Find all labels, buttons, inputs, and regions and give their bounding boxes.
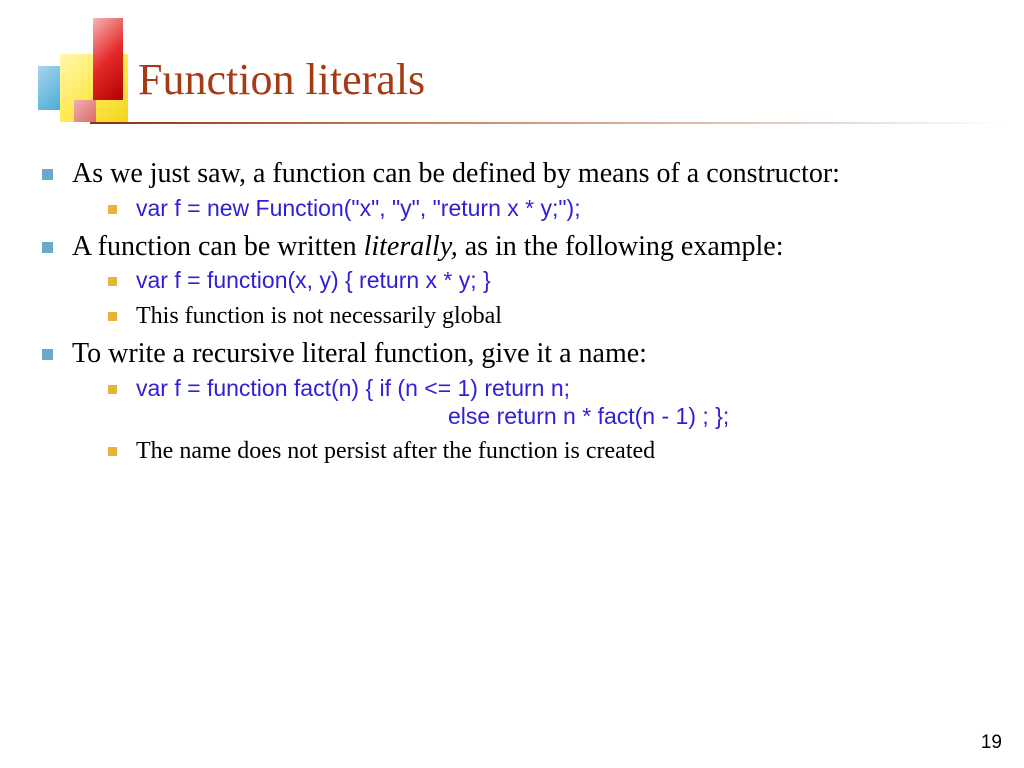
page-number: 19: [981, 732, 1002, 754]
bullet-text: as in the following example:: [458, 231, 784, 262]
slide-body: As we just saw, a function can be define…: [40, 156, 994, 471]
bullet-text: As we just saw, a function can be define…: [72, 158, 840, 189]
bullet-text: A function can be written: [72, 231, 364, 262]
code-snippet: var f = new Function("x", "y", "return x…: [136, 195, 581, 221]
bullet-text: This function is not necessarily global: [136, 303, 502, 329]
sub-bullet-item: This function is not necessarily global: [72, 301, 994, 332]
sub-bullet-item: var f = function(x, y) { return x * y; }: [72, 266, 994, 297]
bullet-item: To write a recursive literal function, g…: [40, 336, 994, 467]
bullet-list-level2: var f = function(x, y) { return x * y; }…: [72, 266, 994, 331]
title-underline: [90, 122, 1004, 124]
red-rect: [93, 18, 123, 100]
sub-bullet-item: var f = new Function("x", "y", "return x…: [72, 194, 994, 225]
bullet-text: The name does not persist after the func…: [136, 438, 655, 464]
slide-title: Function literals: [138, 54, 425, 105]
sub-bullet-item: The name does not persist after the func…: [72, 436, 994, 467]
bullet-text: To write a recursive literal function, g…: [72, 338, 647, 369]
bullet-list-level2: var f = new Function("x", "y", "return x…: [72, 194, 994, 225]
bullet-item: A function can be written literally, as …: [40, 229, 994, 332]
sub-bullet-item: var f = function fact(n) { if (n <= 1) r…: [72, 374, 994, 432]
bullet-list-level2: var f = function fact(n) { if (n <= 1) r…: [72, 374, 994, 467]
code-snippet: var f = function(x, y) { return x * y; }: [136, 267, 491, 293]
small-red-square: [74, 100, 96, 122]
code-snippet: var f = function fact(n) { if (n <= 1) r…: [136, 375, 570, 401]
code-continuation: else return n * fact(n - 1) ; };: [136, 402, 994, 431]
corner-decoration: [38, 18, 128, 138]
bullet-list-level1: As we just saw, a function can be define…: [40, 156, 994, 467]
bullet-item: As we just saw, a function can be define…: [40, 156, 994, 225]
italic-text: literally,: [364, 231, 458, 262]
